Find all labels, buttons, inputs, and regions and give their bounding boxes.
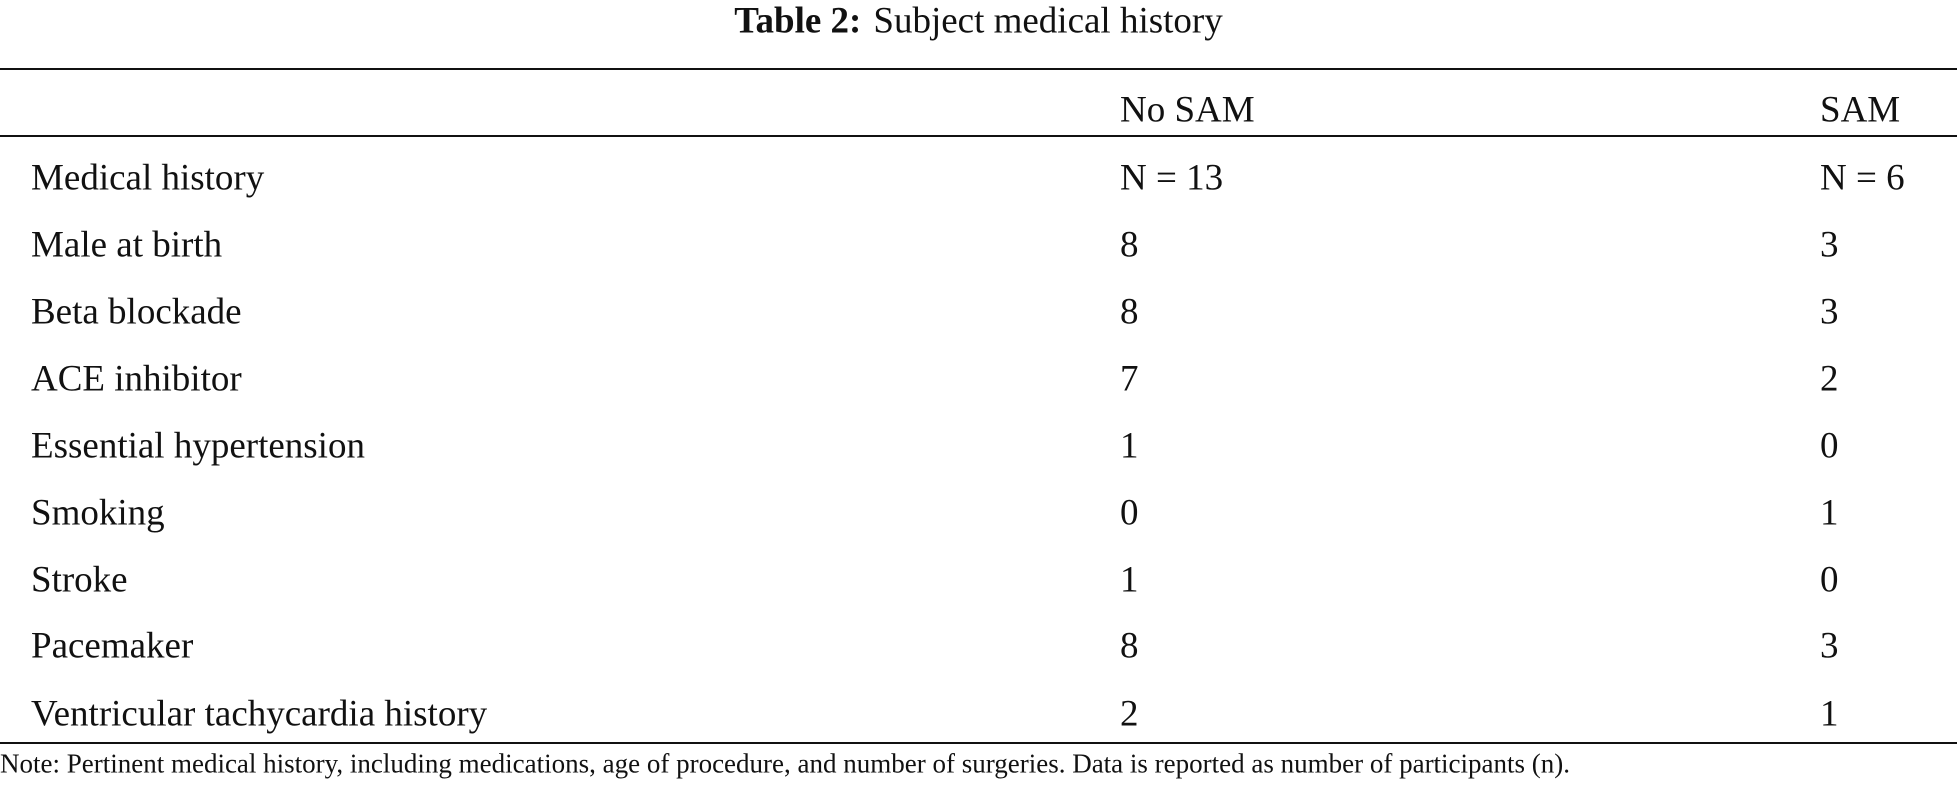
cell: 8 [1120,625,1139,667]
cell: 1 [1120,559,1139,601]
header-rule [0,135,1957,137]
cell: 3 [1820,291,1839,333]
cell: 1 [1820,492,1839,534]
cell: 0 [1820,559,1839,601]
cell: 3 [1820,224,1839,266]
cell: 2 [1820,358,1839,400]
table-title: Table 2: Subject medical history [0,3,1957,40]
column-header: No SAM [1120,89,1255,131]
cell: 1 [1820,693,1839,735]
row-label: Pacemaker [31,625,194,667]
cell: 2 [1120,693,1139,735]
cell: N = 6 [1820,157,1905,199]
row-label: Beta blockade [31,291,242,333]
cell: 7 [1120,358,1139,400]
cell: 3 [1820,625,1839,667]
row-label: Smoking [31,492,165,534]
row-label: Ventricular tachycardia history [31,693,488,735]
row-label: Male at birth [31,224,223,266]
bottom-rule [0,742,1957,744]
row-label: Stroke [31,559,128,601]
cell: 0 [1120,492,1139,534]
title-label: Table 2: [734,0,862,42]
row-label: Medical history [31,157,265,199]
column-header: SAM [1820,89,1901,131]
cell: 0 [1820,425,1839,467]
table-note: Note: Pertinent medical history, includi… [0,748,1571,779]
cell: 8 [1120,291,1139,333]
top-rule [0,68,1957,70]
row-label: ACE inhibitor [31,358,242,400]
title-text: Subject medical history [873,0,1223,42]
cell: 8 [1120,224,1139,266]
row-label: Essential hypertension [31,425,365,467]
cell: N = 13 [1120,157,1224,199]
cell: 1 [1120,425,1139,467]
